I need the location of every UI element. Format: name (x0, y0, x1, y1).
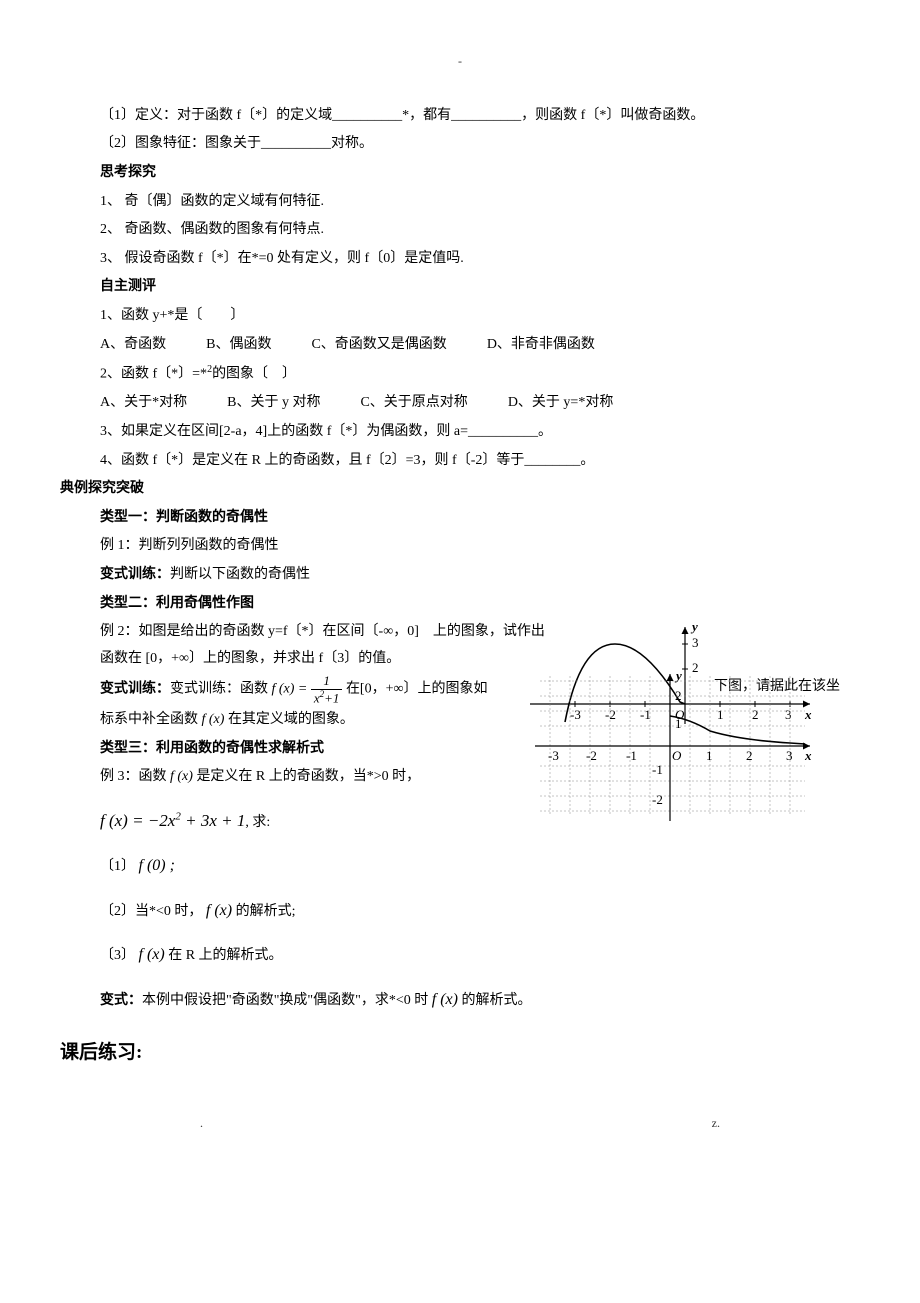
t2v2a: 标系中补全函数 (100, 712, 198, 727)
t3-formula-tail: , 求: (245, 815, 270, 830)
svg-text:x: x (804, 748, 812, 763)
q2-opt-b: B、关于 y 对称 (227, 390, 320, 417)
q2-pre: 2、函数 f〔*〕=* (100, 367, 207, 382)
header-decorator: - (60, 50, 860, 73)
t3p2t: 的解析式; (232, 904, 295, 919)
svg-text:y: y (674, 668, 682, 683)
type3-part3: 〔3〕 f (x) 在 R 上的解析式。 (100, 940, 860, 970)
test-q1: 1、函数 y+*是〔 〕 (100, 303, 860, 330)
t3p2: 〔2〕当*<0 时， (100, 904, 202, 919)
svg-text:1: 1 (706, 748, 713, 763)
chart2-grid-function: -3 -2 -1 O 1 2 3 2 1 -1 -2 x y (520, 666, 820, 826)
svg-text:-2: -2 (652, 792, 663, 807)
type1-variant: 变式训练：判断以下函数的奇偶性 (100, 562, 860, 589)
type3-variant: 变式：本例中假设把"奇函数"换成"偶函数"，求*<0 时 f (x) 的解析式。 (100, 985, 860, 1015)
test-q4: 4、函数 f〔*〕是定义在 R 上的奇函数，且 f〔2〕=3，则 f〔-2〕等于… (100, 448, 860, 475)
q1-opt-d: D、非奇非偶函数 (487, 332, 595, 359)
q1-opt-b: B、偶函数 (206, 332, 271, 359)
svg-text:-3: -3 (548, 748, 559, 763)
self-test-heading: 自主测评 (100, 274, 860, 301)
footer-right: z. (712, 1116, 720, 1131)
t3p1: 〔1〕 (100, 859, 135, 874)
type3-part2: 〔2〕当*<0 时， f (x) 的解析式; (100, 896, 860, 926)
test-q2-options: A、关于*对称 B、关于 y 对称 C、关于原点对称 D、关于 y=*对称 (100, 390, 860, 417)
think-q2: 2、 奇函数、偶函数的图象有何特点. (100, 217, 860, 244)
svg-text:3: 3 (692, 635, 699, 650)
t2v-pre: 变式训练：函数 (170, 682, 268, 697)
t3p3t: 在 R 上的解析式。 (165, 948, 283, 963)
afterclass-heading: 课后练习: (60, 1035, 860, 1071)
t3-ex-mid: 是定义在 R 上的奇函数，当*>0 时， (196, 769, 420, 784)
q2-opt-a: A、关于*对称 (100, 390, 187, 417)
definition-1: 〔1〕定义：对于函数 f〔*〕的定义域__________*，都有_______… (100, 103, 860, 130)
t2v-mid: 在[0，+∞〕上的图象如 (346, 682, 488, 697)
svg-text:y: y (690, 619, 698, 634)
test-q1-options: A、奇函数 B、偶函数 C、奇函数又是偶函数 D、非奇非偶函数 (100, 332, 860, 359)
t3-ex-pre: 例 3：函数 (100, 769, 167, 784)
think-q1: 1、 奇〔偶〕函数的定义域有何特征. (100, 189, 860, 216)
type3-part1: 〔1〕 f (0) ; (100, 851, 860, 881)
definition-2: 〔2〕图象特征：图象关于__________对称。 (100, 131, 860, 158)
svg-text:2: 2 (746, 748, 753, 763)
think-q3: 3、 假设奇函数 f〔*〕在*=0 处有定义，则 f〔0〕是定值吗. (100, 246, 860, 273)
q1-opt-c: C、奇函数又是偶函数 (311, 332, 446, 359)
type1-heading: 类型一：判断函数的奇偶性 (100, 505, 860, 532)
svg-text:3: 3 (786, 748, 793, 763)
svg-text:O: O (672, 748, 682, 763)
q2-opt-c: C、关于原点对称 (360, 390, 467, 417)
examples-heading: 典例探究突破 (60, 476, 860, 503)
svg-text:-1: -1 (652, 762, 663, 777)
svg-text:2: 2 (675, 688, 682, 703)
test-q3: 3、如果定义在区间[2-a，4]上的函数 f〔*〕为偶函数，则 a=______… (100, 419, 860, 446)
type2-heading: 类型二：利用奇偶性作图 (100, 591, 860, 618)
type1-variant-text: 判断以下函数的奇偶性 (170, 567, 310, 582)
svg-text:-1: -1 (626, 748, 637, 763)
t3p3: 〔3〕 (100, 948, 135, 963)
test-q2: 2、函数 f〔*〕=*2的图象〔 〕 (100, 360, 860, 388)
q1-opt-a: A、奇函数 (100, 332, 166, 359)
t2v2b: 在其定义域的图象。 (228, 712, 354, 727)
thinking-heading: 思考探究 (100, 160, 860, 187)
footer-left: . (200, 1116, 203, 1131)
svg-text:-2: -2 (586, 748, 597, 763)
q2-opt-d: D、关于 y=*对称 (508, 390, 614, 417)
type1-example: 例 1：判断列列函数的奇偶性 (100, 533, 860, 560)
q2-post: 的图象〔 〕 (212, 367, 296, 382)
